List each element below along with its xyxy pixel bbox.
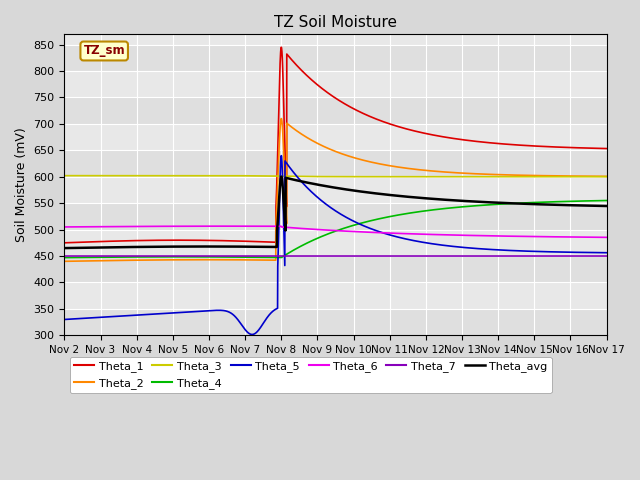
Theta_2 (603, 173, 611, 179)
Theta_6 (592, 234, 600, 240)
Theta_1 (61, 240, 68, 246)
Theta_5 (61, 317, 68, 323)
Theta_7 (155, 253, 163, 259)
Theta_7 (292, 253, 300, 259)
Theta_avg (269, 244, 276, 250)
Theta_2 (61, 258, 68, 264)
Theta_4 (292, 246, 300, 252)
Theta_1 (269, 239, 276, 245)
Theta_4 (534, 200, 541, 205)
Bar (65, 150, 607, 177)
Theta_5 (155, 311, 163, 317)
Theta_1 (278, 44, 285, 50)
Bar (65, 97, 607, 124)
Theta_1 (534, 144, 541, 149)
Theta_5 (278, 153, 285, 158)
Theta_4 (269, 254, 276, 260)
Theta_5 (534, 249, 542, 254)
Title: TZ Soil Moisture: TZ Soil Moisture (274, 15, 397, 30)
Theta_2 (292, 128, 300, 133)
Theta_6 (61, 224, 68, 230)
Bar (65, 45, 607, 71)
Bar (65, 309, 607, 336)
Theta_3 (61, 173, 68, 179)
Theta_4 (122, 254, 130, 260)
Theta_3 (269, 173, 276, 179)
Theta_3 (534, 174, 541, 180)
Theta_2 (269, 257, 276, 263)
Theta_6 (122, 224, 130, 229)
Theta_avg (278, 174, 285, 180)
Theta_5 (292, 173, 300, 179)
Line: Theta_1: Theta_1 (65, 47, 607, 243)
Theta_7 (269, 253, 276, 259)
Bar (65, 256, 607, 282)
Line: Theta_5: Theta_5 (65, 156, 607, 335)
Bar (65, 203, 607, 229)
Theta_7 (592, 253, 600, 259)
Theta_7 (603, 253, 611, 259)
Theta_1 (155, 238, 163, 243)
Theta_4 (592, 198, 600, 204)
Theta_1 (592, 145, 600, 151)
Line: Theta_3: Theta_3 (65, 176, 607, 177)
Theta_2 (122, 257, 130, 263)
Theta_6 (292, 225, 300, 231)
Theta_2 (592, 173, 600, 179)
Theta_avg (61, 245, 68, 251)
Theta_avg (292, 177, 300, 183)
Theta_4 (61, 255, 68, 261)
Theta_5 (603, 250, 611, 256)
Theta_6 (223, 223, 230, 229)
Theta_5 (122, 313, 130, 319)
Theta_2 (155, 257, 163, 263)
Theta_5 (269, 309, 276, 314)
X-axis label: Time: Time (320, 358, 351, 371)
Theta_6 (603, 234, 611, 240)
Theta_3 (592, 174, 600, 180)
Theta_7 (61, 253, 68, 259)
Theta_7 (122, 253, 130, 259)
Theta_2 (534, 173, 541, 179)
Theta_4 (603, 198, 611, 204)
Y-axis label: Soil Moisture (mV): Soil Moisture (mV) (15, 127, 28, 242)
Theta_5 (248, 332, 256, 337)
Line: Theta_6: Theta_6 (65, 226, 607, 237)
Theta_7 (534, 253, 541, 259)
Theta_3 (292, 173, 300, 179)
Theta_avg (534, 202, 541, 207)
Text: TZ_sm: TZ_sm (83, 45, 125, 58)
Theta_avg (155, 244, 163, 250)
Theta_2 (278, 116, 285, 121)
Legend: Theta_1, Theta_2, Theta_3, Theta_4, Theta_5, Theta_6, Theta_7, Theta_avg: Theta_1, Theta_2, Theta_3, Theta_4, Thet… (70, 357, 552, 393)
Theta_avg (603, 203, 611, 209)
Theta_6 (269, 223, 276, 229)
Line: Theta_4: Theta_4 (65, 201, 607, 258)
Theta_avg (592, 203, 600, 209)
Theta_6 (534, 234, 541, 240)
Theta_1 (292, 62, 300, 68)
Theta_1 (122, 238, 130, 244)
Theta_3 (122, 173, 130, 179)
Theta_3 (155, 173, 163, 179)
Theta_5 (593, 250, 600, 255)
Theta_1 (603, 145, 611, 151)
Theta_6 (155, 223, 163, 229)
Line: Theta_2: Theta_2 (65, 119, 607, 261)
Theta_3 (603, 174, 611, 180)
Theta_4 (155, 254, 163, 260)
Theta_avg (122, 244, 130, 250)
Line: Theta_avg: Theta_avg (65, 177, 607, 248)
